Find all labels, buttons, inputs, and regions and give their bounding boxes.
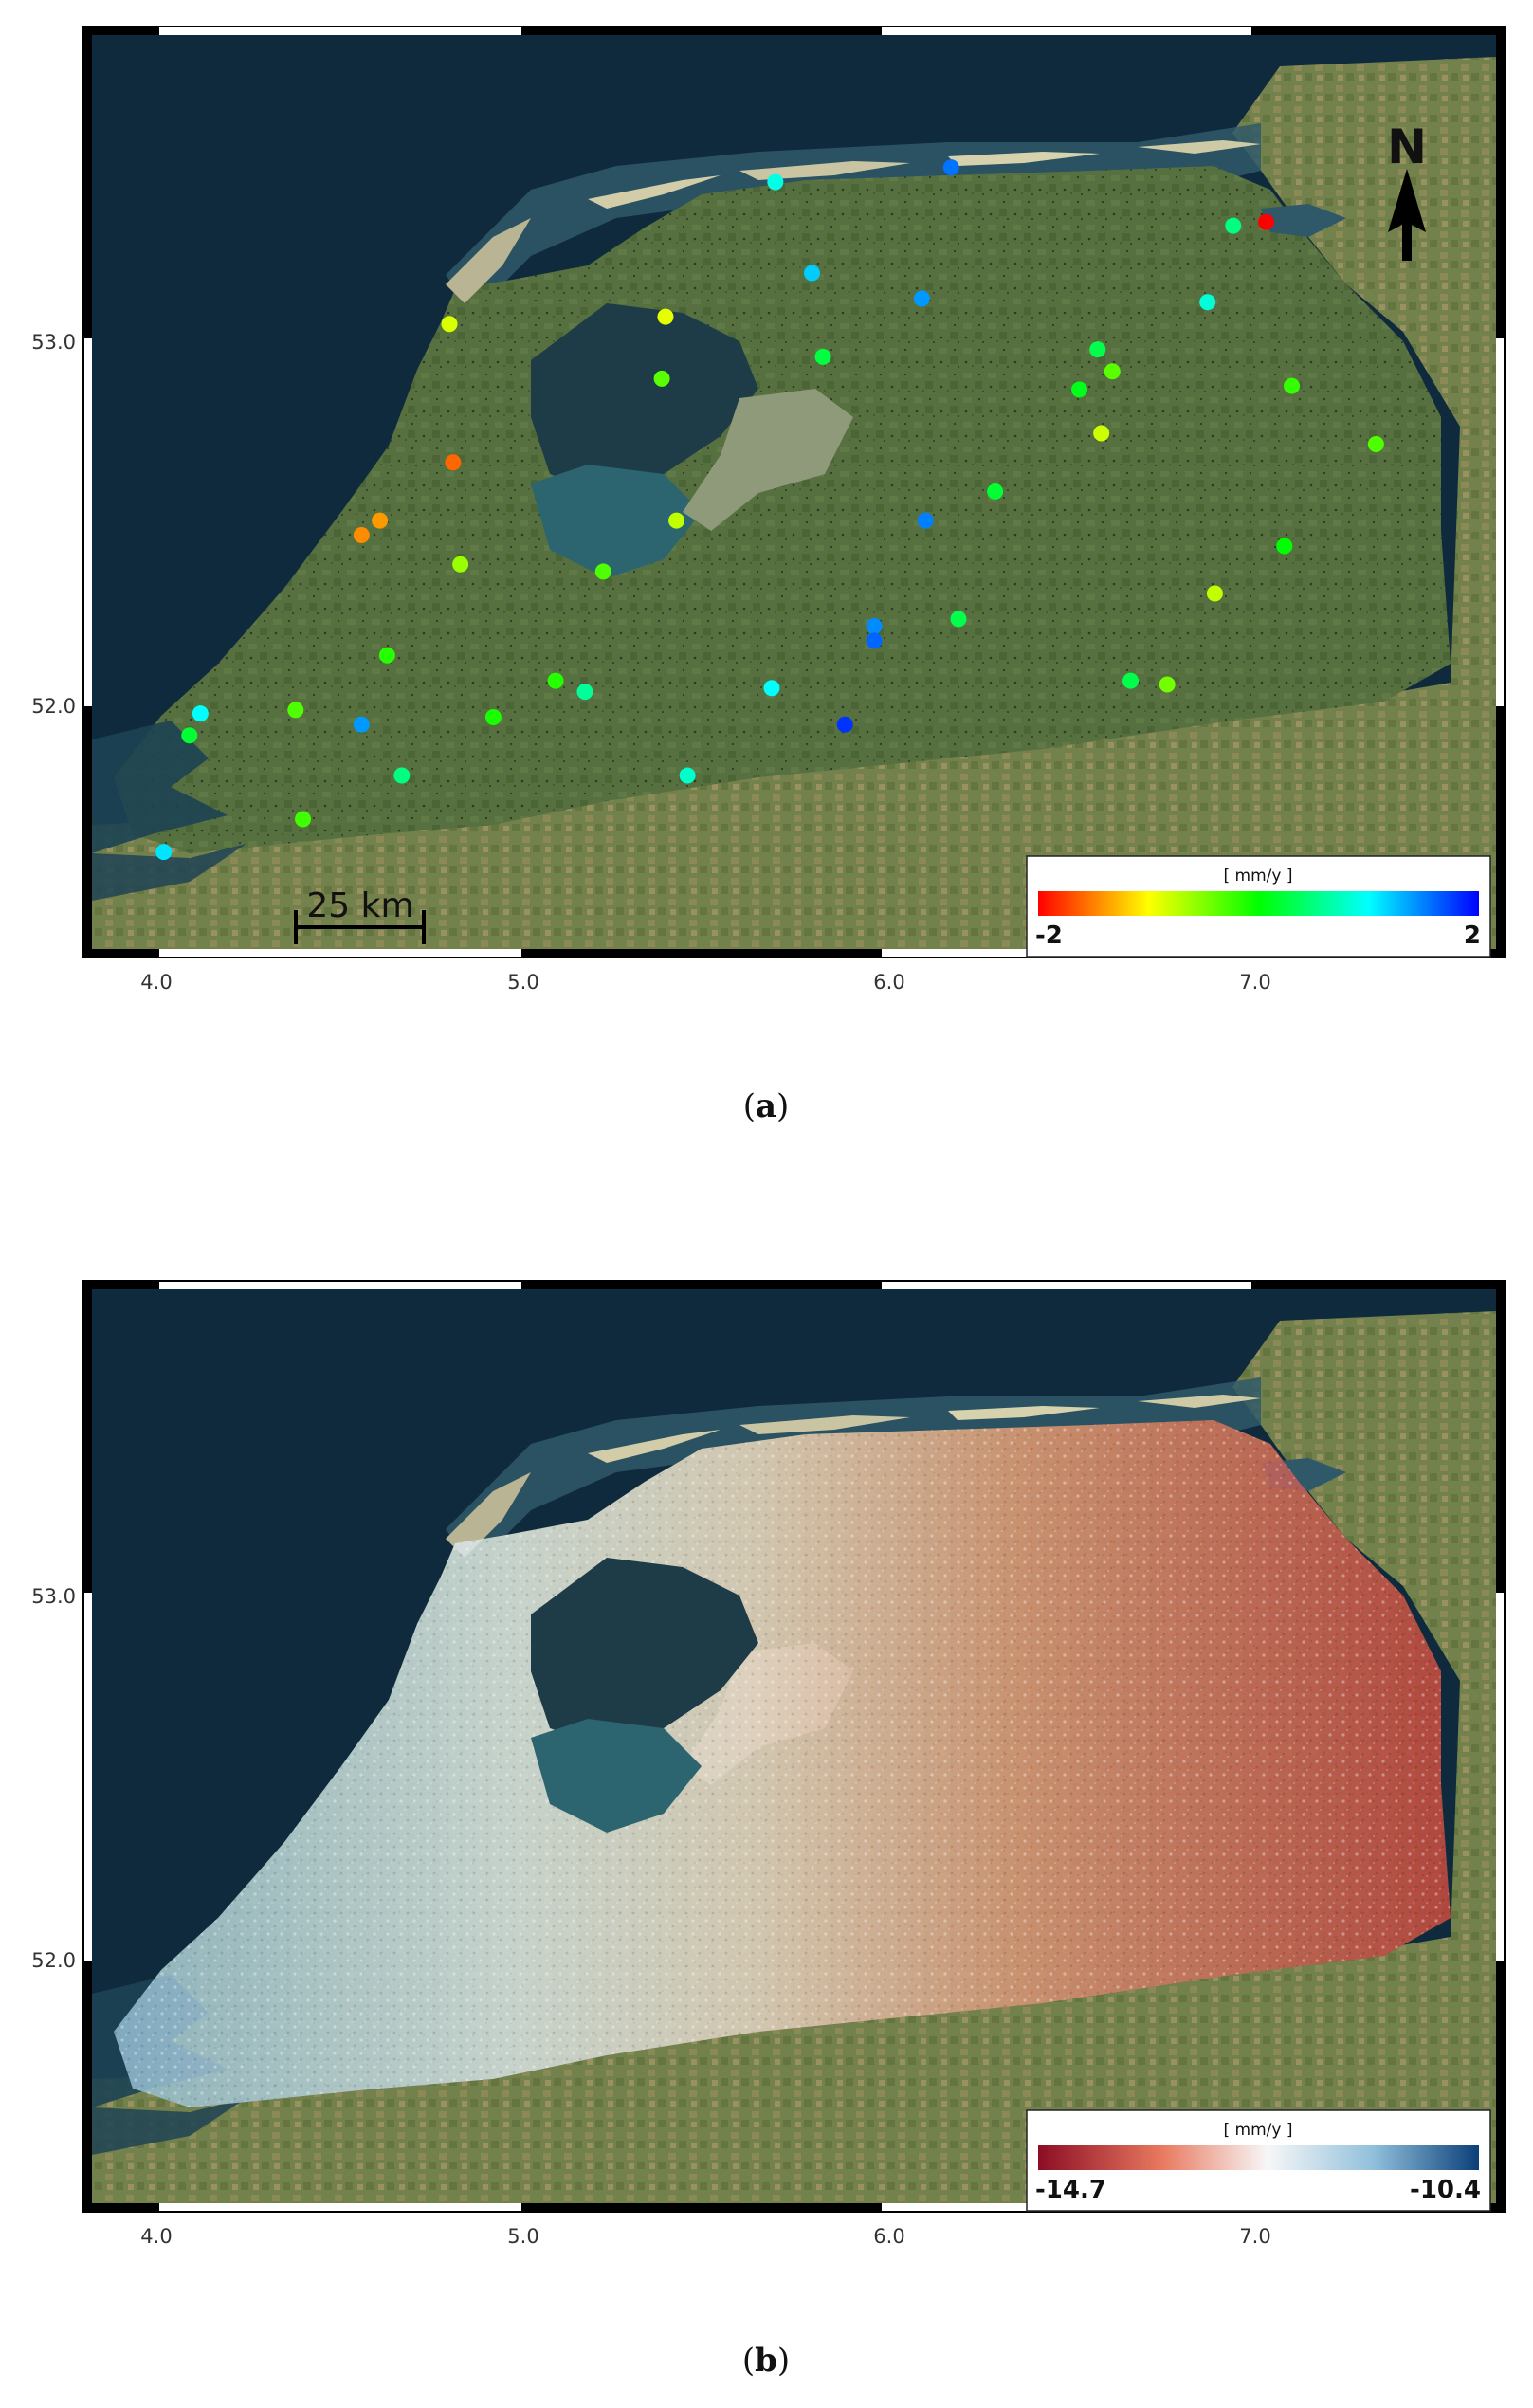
gnss-station-marker (1206, 585, 1223, 602)
panel-b-frame-bar-left (83, 1289, 92, 2203)
panel-b-y-tick-53: 53.0 (31, 1585, 76, 1608)
gnss-station-marker (1225, 217, 1242, 234)
panel-a-legend-min: -2 (1035, 921, 1063, 950)
panel-a-frame-bar-top (83, 27, 1505, 35)
gnss-station-marker (679, 767, 696, 784)
gnss-station-marker (668, 512, 685, 529)
panel-b-caption: (b) (742, 2342, 790, 2380)
panel-b-x-tick-6: 6.0 (873, 2225, 904, 2248)
gnss-station-marker (767, 173, 784, 191)
gnss-station-marker (155, 844, 173, 861)
gnss-station-marker (393, 767, 411, 784)
panel-b-x-tick-7: 7.0 (1239, 2225, 1270, 2248)
panel-b-colorbar: [ mm/y ] -14.7 -10.4 (1026, 2109, 1491, 2212)
gnss-station-marker (866, 632, 883, 649)
panel-a-y-tick-53: 53.0 (31, 331, 76, 354)
gnss-station-marker (378, 647, 395, 664)
panel-a: 4.0 5.0 6.0 7.0 53.0 52.0 N 25 km [ mm/y… (31, 26, 1506, 1125)
panel-b-legend-title: [ mm/y ] (1224, 2121, 1293, 2140)
gnss-station-marker (803, 265, 820, 282)
panel-a-legend-title: [ mm/y ] (1224, 867, 1293, 885)
panel-b-caption-letter: b (755, 2342, 777, 2380)
gnss-station-marker (866, 618, 883, 635)
gnss-station-marker (1199, 294, 1216, 311)
gnss-station-marker (287, 702, 304, 719)
panel-a-y-tick-52: 52.0 (31, 695, 76, 718)
gnss-station-marker (353, 716, 370, 733)
north-arrow: N (1387, 119, 1427, 261)
panel-a-colorbar-gradient (1038, 891, 1479, 916)
panel-b-legend-max: -10.4 (1410, 2176, 1481, 2204)
scale-bar: 25 km (294, 886, 426, 944)
gnss-station-marker (1257, 213, 1274, 230)
panel-a-frame-bar-left (83, 35, 92, 949)
gnss-station-marker (917, 512, 934, 529)
panel-a-x-tick-7: 7.0 (1239, 971, 1270, 994)
panel-a-legend-max: 2 (1464, 921, 1481, 950)
gnss-station-marker (192, 705, 209, 722)
panel-b-colorbar-gradient (1038, 2145, 1479, 2170)
panel-a-x-tick-6: 6.0 (873, 971, 904, 994)
panel-a-frame-bar-right (1496, 35, 1505, 949)
gnss-station-marker (295, 811, 312, 828)
gnss-station-marker (484, 709, 502, 726)
gnss-station-marker (763, 680, 780, 697)
gnss-station-marker (1122, 672, 1140, 689)
panel-b-x-tick-4: 4.0 (140, 2225, 172, 2248)
panel-b-legend-min: -14.7 (1035, 2176, 1106, 2204)
panel-b-y-tick-52: 52.0 (31, 1949, 76, 1972)
north-arrow-icon (1388, 169, 1426, 261)
panel-b-basemap (92, 1289, 1496, 2203)
gnss-station-marker (942, 159, 959, 176)
gnss-station-marker (576, 684, 593, 701)
gnss-station-marker (547, 672, 564, 689)
gnss-station-marker (181, 727, 198, 744)
gnss-station-marker (950, 611, 967, 628)
panel-a-caption-letter: a (756, 1087, 776, 1125)
gnss-station-marker (1367, 436, 1384, 453)
gnss-station-marker (445, 454, 462, 471)
gnss-station-marker (913, 290, 930, 307)
gnss-station-marker (594, 563, 611, 580)
panel-a-colorbar: [ mm/y ] -2 2 (1026, 855, 1491, 958)
gnss-station-marker (987, 483, 1004, 500)
gnss-station-marker (1284, 377, 1301, 394)
north-label: N (1387, 119, 1427, 174)
gnss-station-marker (1089, 341, 1106, 358)
panel-b: 4.0 5.0 6.0 7.0 53.0 52.0 [ mm/y ] -14.7… (31, 1280, 1506, 2380)
gnss-station-marker (836, 716, 853, 733)
panel-a-x-tick-5: 5.0 (507, 971, 538, 994)
panel-a-caption: (a) (743, 1087, 790, 1125)
gnss-station-marker (1159, 676, 1176, 693)
panel-a-x-tick-4: 4.0 (140, 971, 172, 994)
gnss-station-marker (1093, 425, 1110, 442)
gnss-station-marker (653, 370, 670, 387)
gnss-station-marker (657, 308, 674, 325)
gnss-station-marker (441, 316, 458, 333)
gnss-station-marker (814, 348, 831, 365)
gnss-station-marker (353, 527, 370, 544)
panel-a-gnss-stations (155, 159, 1384, 861)
scale-bar-label: 25 km (306, 886, 413, 925)
panel-b-frame-bar-right (1496, 1289, 1505, 2203)
gnss-station-marker (1070, 381, 1087, 398)
gnss-station-marker (452, 556, 469, 573)
gnss-station-marker (1104, 363, 1121, 380)
gnss-station-marker (1276, 538, 1293, 555)
panel-b-frame-bar-top (83, 1281, 1505, 1289)
gnss-station-marker (372, 512, 389, 529)
panel-b-x-tick-5: 5.0 (507, 2225, 538, 2248)
